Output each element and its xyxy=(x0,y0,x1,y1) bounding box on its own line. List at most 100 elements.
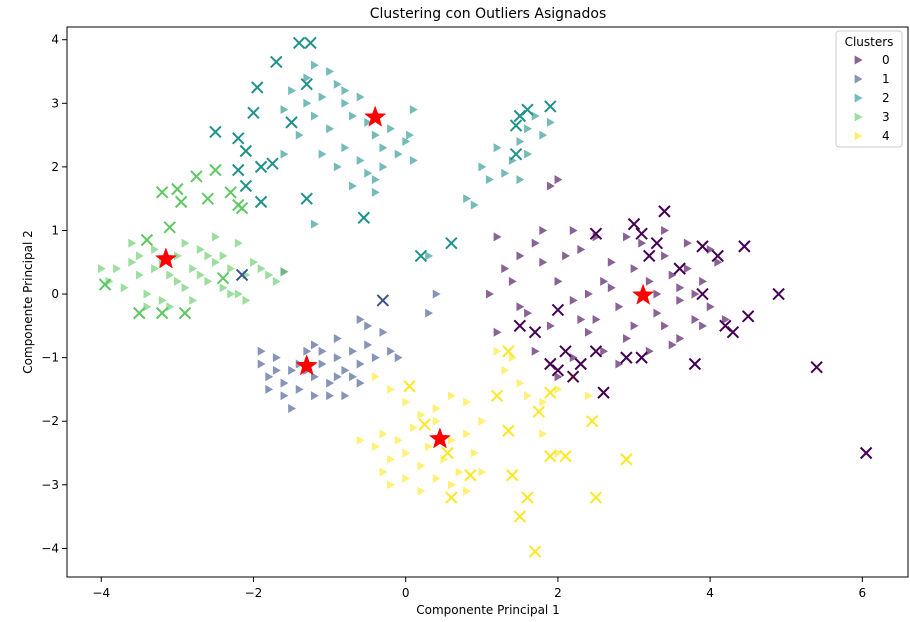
cluster-0-point xyxy=(683,238,692,248)
cluster-1-point xyxy=(272,365,281,375)
y-tick-label: 0 xyxy=(51,287,59,301)
cluster-4-point xyxy=(539,397,548,407)
cluster-0-outlier xyxy=(741,310,755,323)
legend-entries: 0 1 2 3 4 xyxy=(854,53,890,143)
cluster-0-point xyxy=(486,289,494,299)
cluster-1-outlier xyxy=(376,294,390,307)
cluster-4-outlier xyxy=(532,405,546,418)
cluster-2-point xyxy=(341,98,350,108)
cluster-4-point xyxy=(417,486,426,496)
cluster-1-point xyxy=(265,372,274,382)
cluster-2-point xyxy=(486,175,494,185)
cluster-0-point xyxy=(607,257,616,267)
cluster-0-point xyxy=(546,181,555,191)
cluster-0-point xyxy=(493,232,502,242)
cluster-4-point xyxy=(447,391,456,401)
cluster-2-point xyxy=(516,175,525,185)
cluster-0-point xyxy=(607,283,616,293)
cluster-4-point xyxy=(463,429,472,439)
cluster-2-outlier xyxy=(209,125,222,139)
cluster-3-point xyxy=(143,302,152,312)
cluster-2-outlier xyxy=(239,144,253,158)
cluster-3-point xyxy=(204,276,213,286)
cluster-4-point xyxy=(432,416,441,426)
cluster-2-point xyxy=(546,117,555,127)
cluster-0-outlier xyxy=(696,287,709,301)
cluster-1-point xyxy=(318,346,327,356)
cluster-2-outlier xyxy=(300,78,313,91)
cluster-4-point xyxy=(470,448,479,458)
cluster-0-outlier xyxy=(711,249,724,263)
cluster-0-point xyxy=(645,276,654,286)
cluster-0-point xyxy=(653,289,662,299)
cluster-3-point xyxy=(227,264,236,274)
cluster-1-point xyxy=(288,365,297,375)
cluster-4-outlier xyxy=(490,389,504,402)
cluster-4-point xyxy=(356,435,365,445)
cluster-4-point xyxy=(387,454,395,464)
cluster-3-point xyxy=(173,251,182,261)
cluster-1-point xyxy=(310,391,319,401)
cluster-2-point xyxy=(524,124,532,134)
cluster-2-point xyxy=(326,124,335,134)
cluster-0-point xyxy=(615,302,624,312)
y-tick-label: −1 xyxy=(41,351,59,365)
cluster-0-point xyxy=(630,264,639,274)
cluster-3-point xyxy=(196,270,205,280)
cluster-4-outlier xyxy=(521,491,534,504)
cluster-0-outlier xyxy=(551,364,565,377)
cluster-0-outlier xyxy=(643,249,656,263)
cluster-4-point xyxy=(387,480,395,490)
cluster-4-outlier xyxy=(528,545,542,558)
cluster-0-point xyxy=(516,302,525,312)
legend-label-0: 0 xyxy=(882,53,890,67)
cluster-4-outlier xyxy=(585,415,599,428)
cluster-3-outlier xyxy=(235,202,249,215)
cluster-1-point xyxy=(333,372,342,382)
cluster-1-point xyxy=(310,340,319,350)
cluster-2-point xyxy=(288,86,297,96)
cluster-0-outlier xyxy=(574,357,587,371)
cluster-0-point xyxy=(699,321,708,331)
cluster-2-point xyxy=(478,162,487,172)
legend-box xyxy=(835,30,903,148)
cluster-0-point xyxy=(661,321,669,331)
cluster-0-point xyxy=(623,232,631,242)
cluster-1-point xyxy=(257,346,266,356)
legend-label-3: 3 xyxy=(882,110,890,124)
cluster-0-point xyxy=(577,245,586,255)
cluster-1-point xyxy=(257,359,266,369)
x-axis-label: Componente Principal 1 xyxy=(416,603,559,617)
cluster-0-point xyxy=(554,372,563,382)
cluster-2-point xyxy=(371,175,380,185)
cluster-3-point xyxy=(97,264,106,274)
cluster-0-point xyxy=(592,314,601,324)
cluster-4-point xyxy=(371,372,380,382)
cluster-0-point xyxy=(661,251,669,261)
cluster-4-point xyxy=(425,442,434,452)
cluster-0-point xyxy=(691,289,700,299)
cluster-3-point xyxy=(135,270,144,280)
cluster-3-point xyxy=(212,232,220,242)
cluster-3-point xyxy=(212,257,220,267)
cluster-0-point xyxy=(584,327,593,337)
cluster-2-point xyxy=(463,194,472,204)
outliers-layer xyxy=(98,36,873,558)
cluster-2-point xyxy=(318,92,327,102)
cluster-1-point xyxy=(387,346,395,356)
cluster-1-point xyxy=(295,384,304,394)
cluster-2-point xyxy=(326,67,335,77)
cluster-0-point xyxy=(676,334,685,344)
x-tick-label: −2 xyxy=(245,586,263,600)
cluster-1-point xyxy=(288,404,297,414)
cluster-0-point xyxy=(569,353,578,363)
cluster-0-outlier xyxy=(528,325,542,339)
cluster-1-point xyxy=(364,340,373,350)
legend-marker-0 xyxy=(854,55,863,65)
legend-marker-1 xyxy=(854,74,863,84)
cluster-0-point xyxy=(531,346,540,356)
y-tick-label: −4 xyxy=(41,541,59,555)
centroid-0 xyxy=(632,283,655,305)
cluster-4-point xyxy=(447,435,456,445)
cluster-4-point xyxy=(447,480,456,490)
